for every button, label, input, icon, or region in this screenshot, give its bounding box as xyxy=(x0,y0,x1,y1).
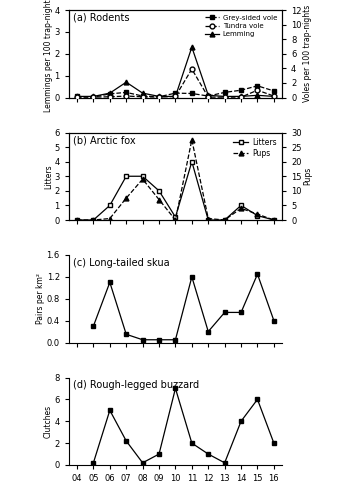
Pups xyxy=(157,196,161,202)
Litters xyxy=(272,217,276,223)
Lemming xyxy=(124,79,128,85)
Tundra vole xyxy=(124,93,128,99)
Tundra vole xyxy=(157,94,161,100)
Pups xyxy=(255,211,259,217)
Legend: Grey-sided vole, Tundra vole, Lemming: Grey-sided vole, Tundra vole, Lemming xyxy=(204,14,279,38)
Tundra vole xyxy=(190,66,194,72)
Grey-sided vole xyxy=(141,93,145,99)
Y-axis label: Clutches: Clutches xyxy=(44,404,53,438)
Text: (a) Rodents: (a) Rodents xyxy=(73,12,130,22)
Lemming xyxy=(75,94,79,100)
Litters xyxy=(141,174,145,180)
Y-axis label: Pups: Pups xyxy=(303,167,312,186)
Tundra vole xyxy=(75,94,79,100)
Grey-sided vole xyxy=(92,94,96,100)
Lemming xyxy=(272,94,276,100)
Lemming xyxy=(190,44,194,50)
Litters xyxy=(124,174,128,180)
Pups xyxy=(173,217,178,223)
Tundra vole xyxy=(272,93,276,99)
Litters xyxy=(75,217,79,223)
Line: Litters: Litters xyxy=(75,159,276,222)
Pups xyxy=(190,137,194,143)
Line: Tundra vole: Tundra vole xyxy=(75,66,276,100)
Line: Grey-sided vole: Grey-sided vole xyxy=(75,84,276,100)
Pups xyxy=(223,217,227,223)
Tundra vole xyxy=(173,94,178,100)
Tundra vole xyxy=(92,94,96,100)
Pups xyxy=(239,206,243,212)
Line: Pups: Pups xyxy=(75,138,276,222)
Grey-sided vole xyxy=(223,90,227,96)
Y-axis label: Pairs per km²: Pairs per km² xyxy=(36,273,45,324)
Grey-sided vole xyxy=(173,90,178,96)
Tundra vole xyxy=(223,94,227,100)
Lemming xyxy=(206,92,210,98)
Grey-sided vole xyxy=(108,91,112,97)
Litters xyxy=(173,214,178,220)
Pups xyxy=(75,217,79,223)
Grey-sided vole xyxy=(190,90,194,96)
Y-axis label: Lemmings per 100 trap-nights: Lemmings per 100 trap-nights xyxy=(44,0,53,112)
Tundra vole xyxy=(239,94,243,100)
Litters xyxy=(239,202,243,208)
Litters xyxy=(92,217,96,223)
Lemming xyxy=(173,94,178,100)
Lemming xyxy=(255,92,259,98)
Tundra vole xyxy=(108,94,112,100)
Grey-sided vole xyxy=(75,94,79,100)
Text: (b) Arctic fox: (b) Arctic fox xyxy=(73,135,136,145)
Lemming xyxy=(92,94,96,100)
Litters xyxy=(190,158,194,164)
Pups xyxy=(206,216,210,222)
Y-axis label: Voles per 100 trap-nights: Voles per 100 trap-nights xyxy=(303,5,312,102)
Pups xyxy=(272,217,276,223)
Grey-sided vole xyxy=(124,90,128,96)
Legend: Litters, Pups: Litters, Pups xyxy=(232,136,278,160)
Grey-sided vole xyxy=(272,88,276,94)
Lemming xyxy=(157,94,161,100)
Litters xyxy=(206,217,210,223)
Lemming xyxy=(108,90,112,96)
Y-axis label: Litters: Litters xyxy=(44,164,53,188)
Grey-sided vole xyxy=(206,93,210,99)
Litters xyxy=(255,212,259,218)
Tundra vole xyxy=(206,94,210,100)
Pups xyxy=(108,216,112,222)
Pups xyxy=(124,195,128,201)
Lemming xyxy=(223,94,227,100)
Text: (d) Rough-legged buzzard: (d) Rough-legged buzzard xyxy=(73,380,199,390)
Lemming xyxy=(141,90,145,96)
Text: (c) Long-tailed skua: (c) Long-tailed skua xyxy=(73,258,170,268)
Litters xyxy=(157,188,161,194)
Pups xyxy=(141,176,145,182)
Line: Lemming: Lemming xyxy=(75,45,276,99)
Grey-sided vole xyxy=(157,94,161,100)
Tundra vole xyxy=(141,94,145,100)
Grey-sided vole xyxy=(239,87,243,93)
Grey-sided vole xyxy=(255,83,259,89)
Litters xyxy=(108,202,112,208)
Tundra vole xyxy=(255,87,259,93)
Litters xyxy=(223,217,227,223)
Lemming xyxy=(239,94,243,100)
Pups xyxy=(92,217,96,223)
